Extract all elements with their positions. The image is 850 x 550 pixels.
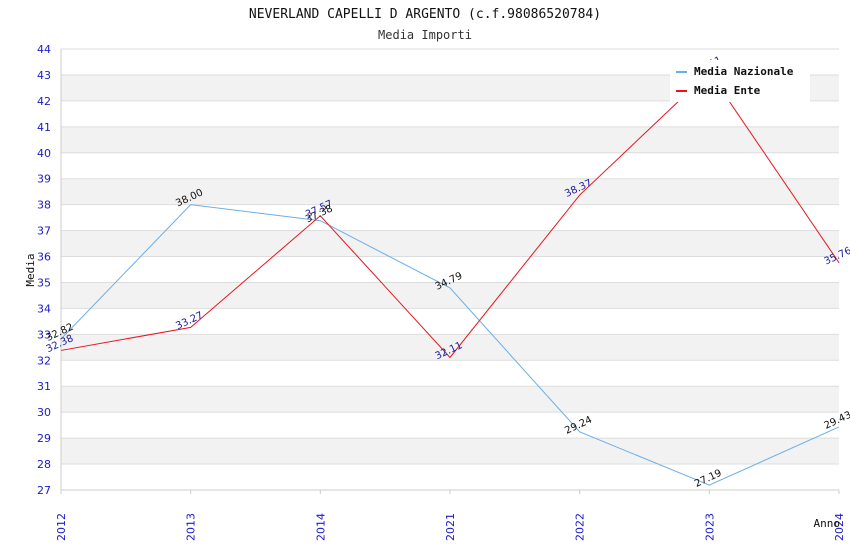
grid-band xyxy=(61,386,839,413)
y-tick-label: 28 xyxy=(37,458,51,471)
data-label: 33.27 xyxy=(174,310,205,332)
y-tick-label: 29 xyxy=(37,432,51,445)
grid-band xyxy=(61,126,839,153)
legend-entry: Media Nazionale xyxy=(694,65,794,78)
y-tick-label: 32 xyxy=(37,354,51,367)
series-line-media-ente xyxy=(60,71,840,359)
y-tick-label: 44 xyxy=(37,43,51,56)
x-axis-ticks: 2012 2013 2014 2021 2022 2023 2024 xyxy=(55,490,846,541)
y-tick-label: 39 xyxy=(37,173,51,186)
y-tick-label: 41 xyxy=(37,121,51,134)
grid-lines xyxy=(60,48,839,491)
x-tick-label: 2014 xyxy=(314,513,327,541)
x-tick-label: 2021 xyxy=(444,513,457,541)
x-tick-label: 2013 xyxy=(185,513,198,541)
data-label: 27.19 xyxy=(693,468,724,490)
y-tick-label: 35 xyxy=(37,276,51,289)
x-tick-label: 2022 xyxy=(574,513,587,541)
x-tick-label: 2023 xyxy=(703,513,716,541)
y-tick-label: 42 xyxy=(37,95,51,108)
grid-band xyxy=(61,334,839,361)
y-tick-label: 36 xyxy=(37,251,51,264)
x-tick-label: 2012 xyxy=(55,513,68,541)
y-tick-label: 34 xyxy=(37,302,51,315)
chart-title: NEVERLAND CAPELLI D ARGENTO (c.f.9808652… xyxy=(249,7,601,22)
chart-subtitle: Media Importi xyxy=(378,28,472,42)
grid-band xyxy=(61,178,839,205)
y-tick-label: 43 xyxy=(37,69,51,82)
y-tick-label: 38 xyxy=(37,199,51,212)
data-labels: 32.8238.0037.3834.7929.2427.1929.4332.38… xyxy=(45,55,850,490)
data-label: 29.24 xyxy=(563,415,594,437)
grid-bands xyxy=(61,74,839,465)
y-tick-label: 37 xyxy=(37,225,51,238)
grid-band xyxy=(61,282,839,309)
y-axis-ticks: 27 28 29 30 31 32 33 34 35 36 37 38 39 40 41 42 43 44 xyxy=(37,43,51,497)
grid-band xyxy=(61,230,839,257)
y-tick-label: 40 xyxy=(37,147,51,160)
legend-box xyxy=(670,60,810,102)
y-tick-label: 31 xyxy=(37,380,51,393)
y-axis-label: Media xyxy=(24,253,37,286)
y-tick-label: 27 xyxy=(37,484,51,497)
x-axis-label: Anno xyxy=(814,517,841,530)
legend-entry: Media Ente xyxy=(694,84,761,97)
x-tick-label: 2024 xyxy=(833,513,846,541)
y-tick-label: 33 xyxy=(37,328,51,341)
legend: Media Nazionale Media Ente xyxy=(670,60,810,102)
grid-band xyxy=(61,438,839,465)
series-line-media-nazionale xyxy=(60,204,840,486)
y-tick-label: 30 xyxy=(37,406,51,419)
